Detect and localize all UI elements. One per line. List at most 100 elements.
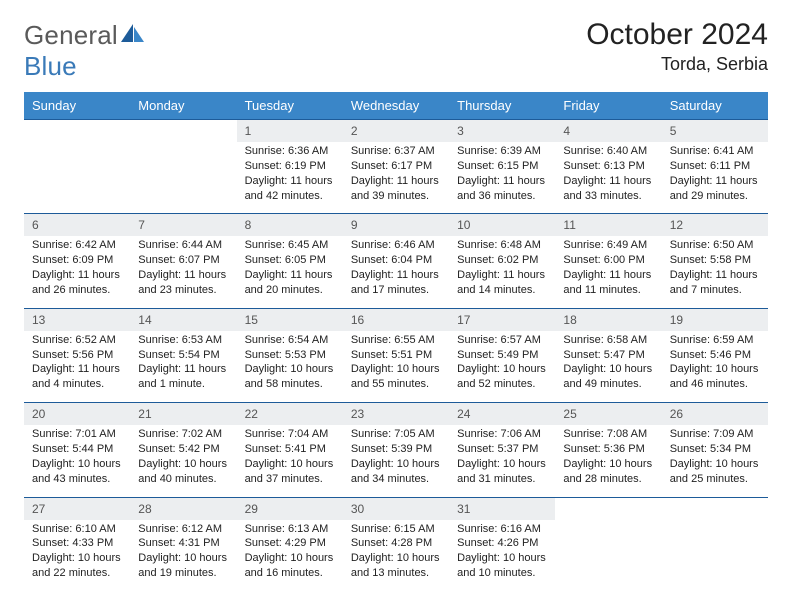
sunset-text: Sunset: 5:51 PM <box>351 348 441 363</box>
sunset-text: Sunset: 6:13 PM <box>563 159 653 174</box>
sunrise-text: Sunrise: 7:01 AM <box>32 427 122 442</box>
day-number: 12 <box>662 214 768 237</box>
logo-sail-icon <box>120 22 146 49</box>
day-details: Sunrise: 7:08 AMSunset: 5:36 PMDaylight:… <box>555 425 661 497</box>
sunset-text: Sunset: 5:53 PM <box>245 348 335 363</box>
day-number: 2 <box>343 120 449 143</box>
daylight-text: Daylight: 11 hours and 42 minutes. <box>245 174 335 204</box>
daylight-text: Daylight: 11 hours and 11 minutes. <box>563 268 653 298</box>
sunrise-text: Sunrise: 6:45 AM <box>245 238 335 253</box>
day-number: 3 <box>449 120 555 143</box>
day-number: 13 <box>24 308 130 331</box>
sunset-text: Sunset: 5:37 PM <box>457 442 547 457</box>
day-details: Sunrise: 6:40 AMSunset: 6:13 PMDaylight:… <box>555 142 661 214</box>
empty-cell <box>130 142 236 214</box>
day-details: Sunrise: 7:02 AMSunset: 5:42 PMDaylight:… <box>130 425 236 497</box>
day-of-week-row: Sunday Monday Tuesday Wednesday Thursday… <box>24 92 768 120</box>
sunset-text: Sunset: 5:46 PM <box>670 348 760 363</box>
sunrise-text: Sunrise: 6:55 AM <box>351 333 441 348</box>
month-title: October 2024 <box>586 18 768 52</box>
sunrise-text: Sunrise: 6:12 AM <box>138 522 228 537</box>
day-details: Sunrise: 6:37 AMSunset: 6:17 PMDaylight:… <box>343 142 449 214</box>
sunrise-text: Sunrise: 7:06 AM <box>457 427 547 442</box>
sunrise-text: Sunrise: 7:02 AM <box>138 427 228 442</box>
daylight-text: Daylight: 10 hours and 58 minutes. <box>245 362 335 392</box>
sunrise-text: Sunrise: 6:37 AM <box>351 144 441 159</box>
location: Torda, Serbia <box>586 54 768 75</box>
day-details: Sunrise: 6:15 AMSunset: 4:28 PMDaylight:… <box>343 520 449 591</box>
dow-friday: Friday <box>555 92 661 120</box>
daylight-text: Daylight: 10 hours and 31 minutes. <box>457 457 547 487</box>
sunrise-text: Sunrise: 7:05 AM <box>351 427 441 442</box>
day-number-row: 13141516171819 <box>24 308 768 331</box>
daylight-text: Daylight: 11 hours and 14 minutes. <box>457 268 547 298</box>
day-number: 15 <box>237 308 343 331</box>
day-details: Sunrise: 6:54 AMSunset: 5:53 PMDaylight:… <box>237 331 343 403</box>
day-details: Sunrise: 7:01 AMSunset: 5:44 PMDaylight:… <box>24 425 130 497</box>
sunset-text: Sunset: 6:17 PM <box>351 159 441 174</box>
daylight-text: Daylight: 11 hours and 23 minutes. <box>138 268 228 298</box>
day-details: Sunrise: 6:49 AMSunset: 6:00 PMDaylight:… <box>555 236 661 308</box>
logo-text-blue: Blue <box>24 51 77 81</box>
daylight-text: Daylight: 10 hours and 46 minutes. <box>670 362 760 392</box>
sunrise-text: Sunrise: 6:54 AM <box>245 333 335 348</box>
day-number: 5 <box>662 120 768 143</box>
daylight-text: Daylight: 10 hours and 22 minutes. <box>32 551 122 581</box>
day-content-row: Sunrise: 6:42 AMSunset: 6:09 PMDaylight:… <box>24 236 768 308</box>
day-number: 20 <box>24 403 130 426</box>
sunset-text: Sunset: 5:44 PM <box>32 442 122 457</box>
daylight-text: Daylight: 11 hours and 7 minutes. <box>670 268 760 298</box>
day-details: Sunrise: 6:44 AMSunset: 6:07 PMDaylight:… <box>130 236 236 308</box>
sunset-text: Sunset: 5:42 PM <box>138 442 228 457</box>
sunset-text: Sunset: 4:29 PM <box>245 536 335 551</box>
calendar-table: Sunday Monday Tuesday Wednesday Thursday… <box>24 92 768 591</box>
day-number: 21 <box>130 403 236 426</box>
day-number: 16 <box>343 308 449 331</box>
daylight-text: Daylight: 10 hours and 43 minutes. <box>32 457 122 487</box>
sunset-text: Sunset: 4:33 PM <box>32 536 122 551</box>
daylight-text: Daylight: 10 hours and 49 minutes. <box>563 362 653 392</box>
sunrise-text: Sunrise: 6:15 AM <box>351 522 441 537</box>
daylight-text: Daylight: 10 hours and 19 minutes. <box>138 551 228 581</box>
sunrise-text: Sunrise: 6:44 AM <box>138 238 228 253</box>
sunrise-text: Sunrise: 6:40 AM <box>563 144 653 159</box>
daylight-text: Daylight: 10 hours and 40 minutes. <box>138 457 228 487</box>
day-details: Sunrise: 6:36 AMSunset: 6:19 PMDaylight:… <box>237 142 343 214</box>
day-details: Sunrise: 7:09 AMSunset: 5:34 PMDaylight:… <box>662 425 768 497</box>
sunrise-text: Sunrise: 6:46 AM <box>351 238 441 253</box>
day-number: 6 <box>24 214 130 237</box>
day-content-row: Sunrise: 7:01 AMSunset: 5:44 PMDaylight:… <box>24 425 768 497</box>
dow-tuesday: Tuesday <box>237 92 343 120</box>
sunset-text: Sunset: 5:34 PM <box>670 442 760 457</box>
daylight-text: Daylight: 10 hours and 37 minutes. <box>245 457 335 487</box>
sunrise-text: Sunrise: 6:41 AM <box>670 144 760 159</box>
daylight-text: Daylight: 10 hours and 13 minutes. <box>351 551 441 581</box>
sunrise-text: Sunrise: 6:58 AM <box>563 333 653 348</box>
sunset-text: Sunset: 5:56 PM <box>32 348 122 363</box>
day-number: 1 <box>237 120 343 143</box>
empty-cell <box>662 497 768 520</box>
sunset-text: Sunset: 6:07 PM <box>138 253 228 268</box>
sunset-text: Sunset: 6:09 PM <box>32 253 122 268</box>
empty-cell <box>130 120 236 143</box>
daylight-text: Daylight: 10 hours and 28 minutes. <box>563 457 653 487</box>
day-number: 14 <box>130 308 236 331</box>
daylight-text: Daylight: 11 hours and 4 minutes. <box>32 362 122 392</box>
sunset-text: Sunset: 5:36 PM <box>563 442 653 457</box>
daylight-text: Daylight: 10 hours and 55 minutes. <box>351 362 441 392</box>
sunset-text: Sunset: 4:28 PM <box>351 536 441 551</box>
sunrise-text: Sunrise: 6:36 AM <box>245 144 335 159</box>
day-number: 7 <box>130 214 236 237</box>
day-details: Sunrise: 6:13 AMSunset: 4:29 PMDaylight:… <box>237 520 343 591</box>
sunrise-text: Sunrise: 6:42 AM <box>32 238 122 253</box>
day-details: Sunrise: 6:45 AMSunset: 6:05 PMDaylight:… <box>237 236 343 308</box>
sunrise-text: Sunrise: 6:59 AM <box>670 333 760 348</box>
daylight-text: Daylight: 11 hours and 26 minutes. <box>32 268 122 298</box>
day-details: Sunrise: 6:39 AMSunset: 6:15 PMDaylight:… <box>449 142 555 214</box>
day-details: Sunrise: 6:50 AMSunset: 5:58 PMDaylight:… <box>662 236 768 308</box>
day-number: 4 <box>555 120 661 143</box>
day-number: 30 <box>343 497 449 520</box>
day-number: 9 <box>343 214 449 237</box>
day-number: 22 <box>237 403 343 426</box>
sunset-text: Sunset: 5:54 PM <box>138 348 228 363</box>
